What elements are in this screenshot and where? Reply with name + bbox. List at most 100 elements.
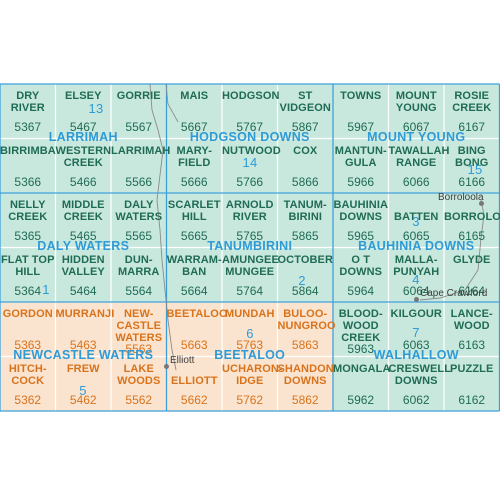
area-sheet-label: WALHALLOW: [373, 347, 459, 362]
sheet-250k-number: 6: [246, 326, 254, 341]
map-sheet-cell[interactable]: NUTWOOD 5766: [222, 139, 281, 194]
sheet-250k-number: 7: [412, 325, 420, 340]
map-sheet-cell[interactable]: NEW- CASTLE WATERS 5563: [111, 302, 167, 357]
map-sheet-cell[interactable]: ROSIE CREEK 6167: [444, 84, 500, 139]
map-sheet-cell[interactable]: TOWNS 5967: [333, 84, 389, 139]
sheet-name-line1: BING: [457, 144, 486, 157]
map-sheet-fill: [222, 84, 278, 139]
map-sheet-cell[interactable]: UCHARON- IDGE 5762: [222, 357, 283, 412]
sheet-250k-number: 1: [42, 282, 50, 297]
sheet-name-line1: GORRIE: [116, 90, 161, 102]
sheet-code: 5765: [236, 229, 264, 243]
sheet-code: 5566: [125, 174, 153, 189]
map-sheet-cell[interactable]: DUN- MARRA 5564: [111, 248, 167, 303]
sheet-code: 5667: [180, 120, 208, 134]
town-dot: [478, 200, 484, 206]
map-sheet-cell[interactable]: ELSEY 5467: [56, 84, 112, 139]
map-sheet-cell[interactable]: SHANDON DOWNS 5862: [278, 357, 334, 412]
sheet-code: 6166: [458, 174, 486, 189]
sheet-name-line2: ELLIOTT: [170, 374, 218, 387]
sheet-name-line2: CASTLE: [116, 320, 162, 332]
sheet-name-line1: MURRANJI: [55, 308, 115, 320]
map-sheet-cell[interactable]: MIDDLE CREEK 5465: [56, 193, 112, 248]
map-sheet-fill: [277, 193, 333, 248]
map-sheet-cell[interactable]: BIRRIMBA 5366: [0, 139, 56, 194]
map-sheet-cell[interactable]: LANCE- WOOD 6163: [444, 302, 500, 357]
sheet-name-line1: DUN-: [124, 253, 153, 266]
map-sheet-cell[interactable]: FLAT TOP HILL 5364: [0, 248, 56, 303]
sheet-name-line3: CREEK: [341, 332, 381, 344]
sheet-code: 5967: [347, 120, 375, 134]
map-sheet-cell[interactable]: DALY WATERS 5565: [111, 193, 167, 248]
map-sheet-cell[interactable]: HODGSON 5767: [222, 84, 279, 139]
sheet-name-line1: MAIS: [180, 90, 209, 102]
map-sheet-fill: [0, 302, 56, 357]
map-sheet-cell[interactable]: HITCH- COCK 5362: [0, 357, 56, 412]
map-sheet-cell[interactable]: HIDDEN VALLEY 5464: [56, 248, 112, 303]
map-sheet-cell[interactable]: MURRANJI 5463: [55, 302, 115, 357]
sheet-code: 6067: [402, 120, 430, 134]
sheet-name-line1: BAUHINIA: [333, 199, 389, 211]
map-sheet-cell[interactable]: BING BONG 6166: [444, 139, 500, 194]
map-sheet-cell[interactable]: OCTOBER 5864: [278, 248, 334, 303]
map-sheet-cell[interactable]: BLOOD- WOOD CREEK 5963: [333, 302, 389, 357]
map-sheet-cell[interactable]: MANTUN- GULA 5966: [333, 139, 389, 194]
map-sheet-cell[interactable]: TANUM- BIRINI 5865: [278, 193, 334, 248]
sheet-name-line2: WATERS: [115, 211, 163, 223]
map-sheet-cell[interactable]: BULOO- NUNGROO 5863: [277, 302, 336, 357]
map-sheet-cell[interactable]: LARRIMAH 5566: [111, 139, 170, 194]
sheet-250k-number: 4: [412, 272, 420, 287]
map-sheet-cell[interactable]: SCARLET HILL 5665: [167, 193, 223, 248]
sheet-250k-number: 3: [412, 214, 420, 229]
map-sheet-cell[interactable]: AMUNGEE MUNGEE 5764: [222, 248, 279, 303]
map-sheet-cell[interactable]: NELLY CREEK 5365: [0, 193, 56, 248]
sheet-name-line1: O T: [351, 253, 371, 266]
sheet-name-line1: TOWNS: [340, 90, 382, 102]
sheet-code: 5466: [69, 174, 97, 189]
sheet-code: 5663: [180, 338, 208, 352]
map-sheet-cell[interactable]: TAWALLAH RANGE 6066: [389, 139, 450, 194]
sheet-code: 5966: [347, 174, 375, 189]
map-sheet-cell[interactable]: CRESWELL DOWNS 6062: [388, 357, 452, 412]
map-sheet-fill: [55, 247, 111, 302]
map-sheet-cell[interactable]: MAIS 5667: [167, 84, 223, 139]
map-sheet-cell[interactable]: DRY RIVER 5367: [0, 84, 56, 139]
sheet-name-line2: NUNGROO: [277, 320, 336, 332]
map-sheet-cell[interactable]: MALLA- PUNYAH 6064: [389, 248, 445, 303]
sheet-name-line2: VALLEY: [61, 265, 105, 278]
map-sheet-cell[interactable]: BATTEN 6065: [389, 193, 445, 248]
town-dot: [413, 296, 419, 302]
map-sheet-cell[interactable]: MUNDAH 5763: [222, 302, 278, 357]
map-sheet-cell[interactable]: MOUNT YOUNG 6067: [389, 84, 445, 139]
map-sheet-cell[interactable]: LAKE WOODS 5562: [111, 357, 167, 412]
map-sheet-cell[interactable]: GLYDE 6164: [444, 248, 500, 303]
map-sheet-fill: [111, 247, 167, 302]
map-sheet-cell[interactable]: PUZZLE 6162: [444, 357, 500, 412]
map-sheet-cell[interactable]: ST VIDGEON 5867: [278, 84, 334, 139]
map-sheet-cell[interactable]: KILGOUR 6063: [389, 302, 445, 357]
map-sheet-cell[interactable]: O T DOWNS 5964: [333, 248, 389, 303]
sheet-code: 5364: [14, 283, 42, 298]
map-sheet-cell[interactable]: COX 5866: [278, 139, 334, 194]
map-sheet-cell[interactable]: BAUHINIA DOWNS 5965: [333, 193, 389, 248]
map-sheet-fill: [333, 247, 389, 302]
map-sheet-cell[interactable]: GORRIE 5567: [111, 84, 167, 139]
sheet-code: 5865: [291, 229, 319, 243]
map-sheet-cell[interactable]: ARNOLD RIVER 5765: [222, 193, 278, 248]
map-sheet-cell[interactable]: GORDON 5363: [0, 302, 56, 357]
sheet-name-line2: CREEK: [452, 102, 492, 114]
map-sheet-cell[interactable]: BEETALOO 5663: [167, 302, 228, 357]
map-sheet-cell[interactable]: WARRAM- BAN 5664: [167, 248, 223, 303]
map-sheet-cell[interactable]: BORROLOOLA 6165: [444, 193, 500, 248]
map-sheet-cell[interactable]: WESTERN CREEK 5466: [56, 139, 112, 194]
sheet-name-line1: CRESWELL: [388, 362, 452, 375]
sheet-code: 5567: [125, 120, 153, 134]
map-sheet-cell[interactable]: ELLIOTT 5662: [167, 357, 223, 412]
map-sheet-cell[interactable]: MONGALA 5962: [333, 357, 390, 412]
sheet-code: 5866: [291, 174, 319, 189]
sheet-code: 6165: [458, 229, 486, 243]
area-sheet-label: MOUNT YOUNG: [367, 129, 466, 144]
map-sheet-cell[interactable]: FREW 5462: [56, 357, 112, 412]
map-sheet-cell[interactable]: MARY- FIELD 5666: [167, 139, 223, 194]
map-sheet-fill: [166, 302, 222, 357]
